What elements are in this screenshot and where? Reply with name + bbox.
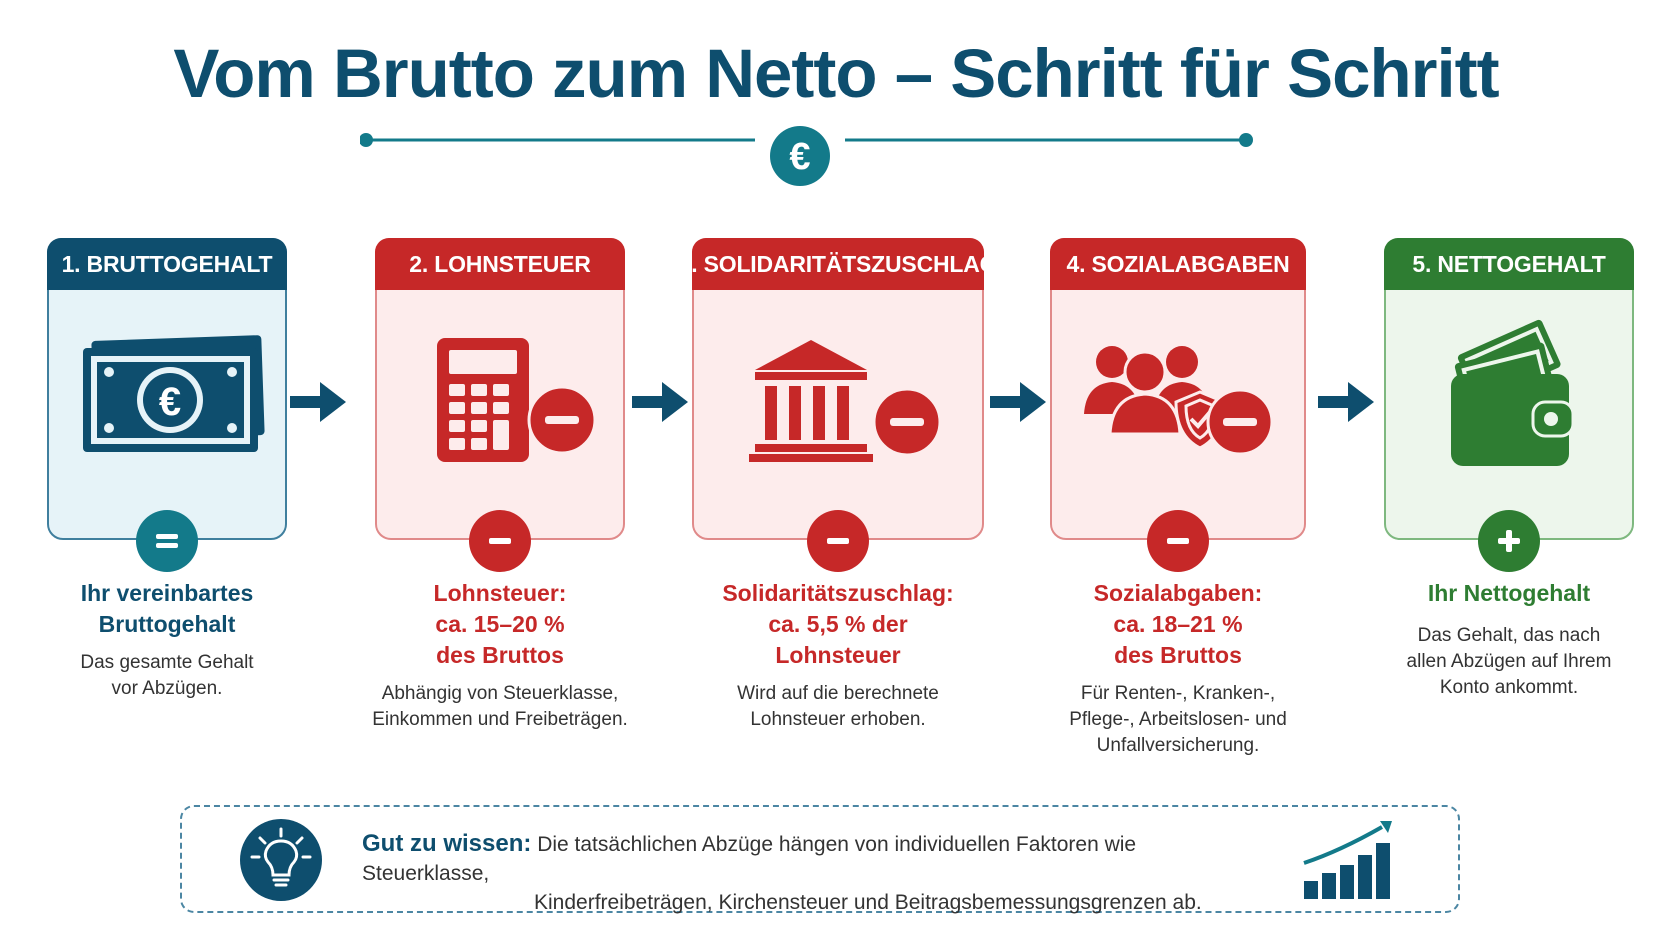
step-description-lohnsteuer: Lohnsteuer: ca. 15–20 % des Bruttos Abhä… xyxy=(345,578,655,733)
arrow-right-icon xyxy=(632,382,688,422)
step-header: 5. NETTOGEHALT xyxy=(1384,238,1634,290)
money-bills-euro-icon: € xyxy=(83,335,265,452)
minus-icon xyxy=(807,510,869,572)
growth-chart-icon xyxy=(1303,821,1392,899)
step-heading: Lohnsteuer: ca. 15–20 % des Bruttos xyxy=(433,580,567,668)
step-header: 3. SOLIDARITÄTSZUSCHLAG xyxy=(679,238,998,290)
tip-text: Gut zu wissen: Die tatsächlichen Abzüge … xyxy=(362,829,1242,917)
step-body: Für Renten-, Kranken-, Pflege-, Arbeitsl… xyxy=(1069,683,1287,756)
arrow-right-icon xyxy=(290,382,346,422)
step-card-solidaritaetszuschlag: 3. SOLIDARITÄTSZUSCHLAG xyxy=(679,238,998,572)
euro-coin-icon: € xyxy=(770,126,830,186)
step-heading: Ihr Nettogehalt xyxy=(1427,580,1591,606)
tip-line-2: Kinderfreibeträgen, Kirchensteuer und Be… xyxy=(534,891,1202,914)
step-body: Das gesamte Gehalt vor Abzügen. xyxy=(80,652,254,699)
minus-icon xyxy=(872,387,942,457)
page-title: Vom Brutto zum Netto – Schritt für Schri… xyxy=(173,35,1499,112)
step-description-bruttogehalt: Ihr vereinbartes Bruttogehalt Das gesamt… xyxy=(47,578,287,702)
step-heading: Sozialabgaben: ca. 18–21 % des Bruttos xyxy=(1093,580,1263,668)
step-heading: Solidaritätszuschlag: ca. 5,5 % der Lohn… xyxy=(722,580,954,668)
people-shield-icon xyxy=(1084,346,1274,456)
calculator-icon xyxy=(437,338,597,462)
tip-label: Gut zu wissen: xyxy=(362,830,532,857)
government-building-icon xyxy=(749,340,942,462)
step-heading: Ihr vereinbartes Bruttogehalt xyxy=(80,580,254,637)
step-header: 4. SOZIALABGABEN xyxy=(1050,238,1306,290)
svg-text:€: € xyxy=(159,380,181,424)
step-body: Wird auf die berechnete Lohnsteuer erhob… xyxy=(737,683,939,730)
equals-icon xyxy=(136,510,198,572)
step-body: Das Gehalt, das nach allen Abzügen auf I… xyxy=(1406,625,1612,698)
arrow-right-icon xyxy=(1318,382,1374,422)
step-card-sozialabgaben: 4. SOZIALABGABEN xyxy=(1050,238,1306,572)
step-header: 2. LOHNSTEUER xyxy=(375,238,625,290)
step-body: Abhängig von Steuerklasse, Einkommen und… xyxy=(372,683,628,730)
tip-box: Gut zu wissen: Die tatsächlichen Abzüge … xyxy=(180,805,1460,914)
lightbulb-icon xyxy=(240,819,322,901)
tip-line-1: Die tatsächlichen Abzüge hängen von indi… xyxy=(362,833,1137,885)
plus-icon xyxy=(1478,510,1540,572)
svg-text:€: € xyxy=(789,136,810,178)
minus-icon xyxy=(1147,510,1209,572)
step-card-bruttogehalt: 1. BRUTTOGEHALT € xyxy=(47,238,287,572)
step-description-solidaritaetszuschlag: Solidaritätszuschlag: ca. 5,5 % der Lohn… xyxy=(683,578,993,733)
minus-icon xyxy=(1206,388,1274,456)
wallet-icon xyxy=(1451,319,1575,466)
arrow-right-icon xyxy=(990,382,1046,422)
minus-icon xyxy=(469,510,531,572)
minus-icon xyxy=(527,385,597,455)
title-divider: € xyxy=(360,126,1253,186)
step-description-nettogehalt: Ihr Nettogehalt Das Gehalt, das nach all… xyxy=(1374,578,1644,701)
step-card-lohnsteuer: 2. LOHNSTEUER xyxy=(375,238,625,572)
step-description-sozialabgaben: Sozialabgaben: ca. 18–21 % des Bruttos F… xyxy=(1033,578,1323,759)
step-header: 1. BRUTTOGEHALT xyxy=(47,238,287,290)
step-card-nettogehalt: 5. NETTOGEHALT xyxy=(1384,238,1634,572)
